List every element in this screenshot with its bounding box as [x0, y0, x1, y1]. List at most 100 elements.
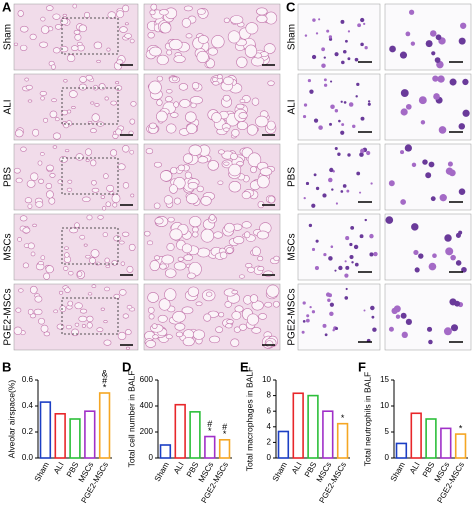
alveolus	[90, 159, 97, 167]
alveolus	[217, 180, 224, 185]
cell	[344, 273, 349, 278]
alveolus	[239, 98, 246, 104]
alveolus	[122, 313, 129, 319]
cell	[346, 189, 350, 193]
cell	[328, 177, 333, 183]
zoom-box	[61, 17, 119, 55]
alveolus	[102, 232, 108, 238]
cell	[327, 298, 331, 303]
cell	[370, 305, 375, 311]
cell	[356, 171, 361, 176]
bar	[204, 435, 216, 459]
cell	[303, 196, 306, 200]
row-label: Sham	[3, 24, 14, 50]
cell	[437, 75, 445, 83]
alveolus	[117, 331, 127, 341]
bar	[410, 412, 422, 459]
alveolus	[154, 255, 160, 261]
cell	[334, 109, 339, 113]
y-tick-label: 0.0	[22, 453, 34, 462]
alveolus	[119, 240, 125, 245]
alveolus	[15, 307, 22, 313]
alveolus	[251, 300, 264, 311]
cell	[311, 203, 316, 208]
alveolus	[13, 42, 19, 46]
alveolus	[115, 128, 122, 136]
alveolus	[90, 101, 95, 105]
alveolus	[192, 231, 199, 238]
row-label: PGE2-MSCs	[287, 288, 298, 345]
y-axis-title: Total neutrophils in BALF	[362, 372, 372, 467]
cell	[370, 182, 373, 185]
alveolus	[52, 13, 61, 20]
bar	[395, 442, 408, 459]
cell	[345, 236, 350, 241]
y-tick-label: 0.6	[22, 375, 34, 384]
cell	[311, 54, 317, 60]
alveolus	[66, 187, 73, 192]
cell	[354, 57, 359, 62]
alveolus	[40, 255, 46, 261]
alveolus	[179, 99, 191, 108]
alveolus	[149, 46, 162, 57]
alveolus	[184, 171, 192, 179]
alveolus	[48, 197, 56, 205]
alveolus	[207, 47, 218, 56]
panel-label: C	[286, 0, 296, 14]
alveolus	[85, 158, 90, 162]
alveolus	[129, 38, 135, 44]
alveolus	[35, 201, 44, 208]
cell	[360, 148, 365, 154]
cell	[323, 78, 327, 82]
cell	[443, 327, 452, 336]
alveolus	[166, 123, 177, 134]
cell	[323, 252, 327, 257]
alveolus	[149, 260, 160, 272]
alveolus	[52, 132, 61, 140]
alveolus	[52, 145, 58, 149]
alveolus	[113, 293, 121, 299]
alveolus	[39, 90, 47, 96]
alveolus	[236, 56, 248, 68]
alveolus	[53, 309, 58, 314]
cell	[369, 252, 374, 257]
row-label: Sham	[287, 24, 298, 50]
cell	[325, 292, 331, 297]
alveolus	[119, 26, 128, 33]
alveolus	[41, 25, 50, 34]
cell	[413, 249, 419, 256]
alveolus	[40, 324, 49, 333]
alveolus	[230, 152, 238, 161]
alveolus	[45, 183, 53, 189]
alveolus	[227, 30, 241, 44]
cell	[341, 123, 345, 127]
alveolus	[200, 228, 215, 243]
alveolus	[13, 167, 21, 174]
alveolus	[236, 121, 248, 131]
alveolus	[173, 197, 181, 205]
alveolus	[29, 33, 37, 40]
panel-label: D	[122, 359, 131, 374]
alveolus	[186, 193, 199, 205]
row-label: MSCs	[3, 233, 14, 260]
alveolus	[13, 326, 23, 336]
alveolus	[43, 117, 49, 123]
alveolus	[91, 187, 100, 193]
alveolus	[52, 47, 61, 54]
alveolus	[215, 326, 224, 333]
cell	[302, 320, 306, 323]
bar	[174, 403, 186, 459]
cell	[345, 265, 350, 270]
alveolus	[256, 7, 268, 16]
significance-mark: *	[223, 429, 227, 439]
alveolus	[149, 122, 157, 130]
cell	[308, 223, 313, 228]
cell	[322, 193, 327, 198]
cell	[353, 244, 359, 250]
cell	[363, 309, 366, 312]
cell	[351, 261, 354, 264]
bar	[336, 422, 349, 459]
alveolus	[86, 214, 93, 221]
alveolus	[225, 323, 233, 329]
alveolus	[69, 227, 78, 234]
